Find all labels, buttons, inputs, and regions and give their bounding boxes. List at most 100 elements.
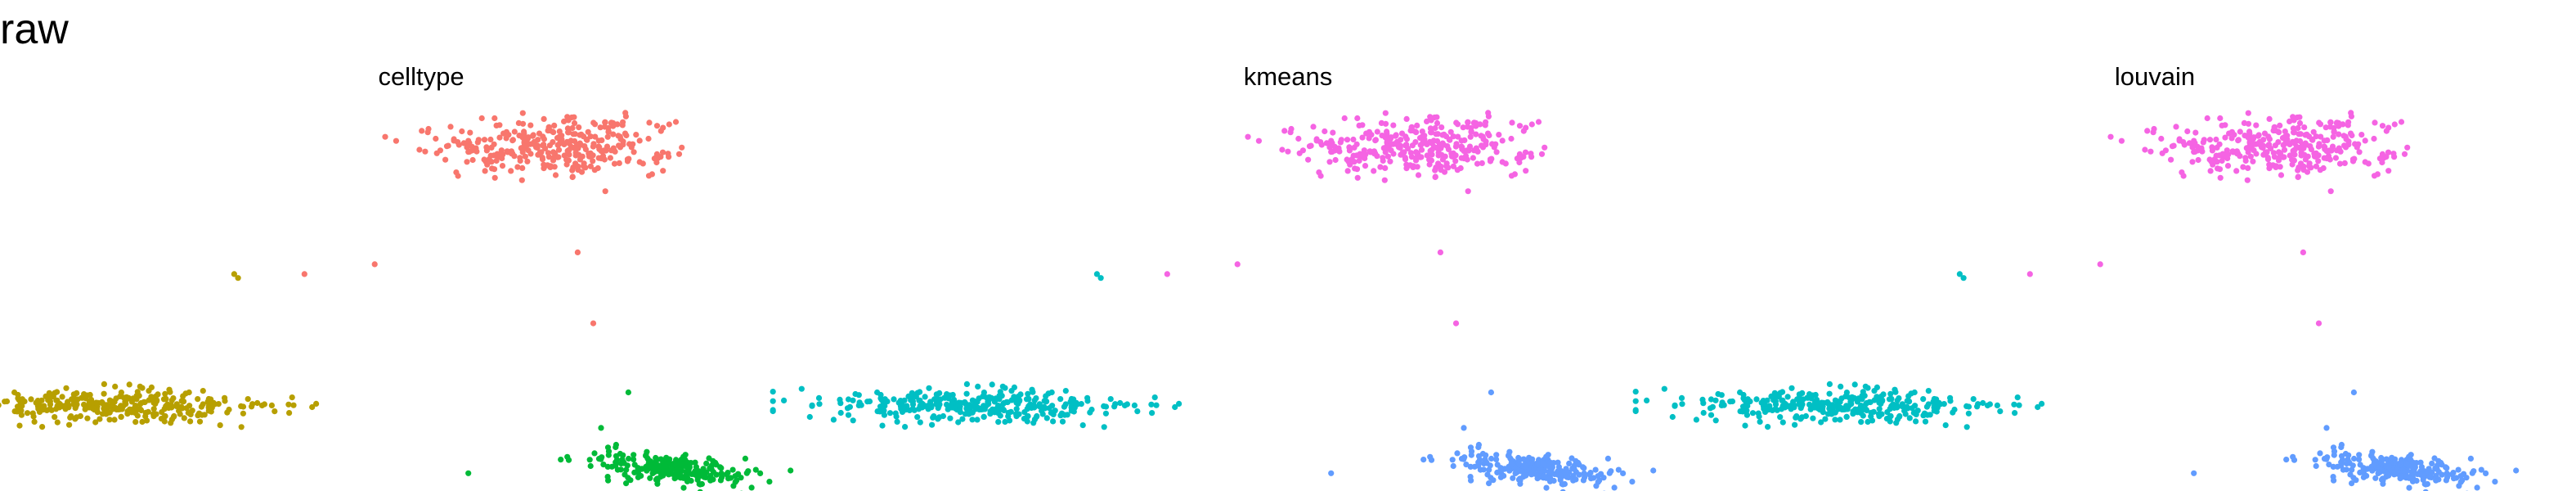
scatter-point bbox=[898, 406, 904, 412]
scatter-point bbox=[626, 141, 633, 147]
scatter-point bbox=[914, 414, 921, 421]
scatter-point bbox=[290, 402, 297, 408]
scatter-point bbox=[465, 149, 472, 155]
scatter-point bbox=[625, 475, 631, 481]
scatter-point bbox=[1546, 464, 1553, 471]
scatter-point bbox=[569, 173, 576, 181]
scatter-point bbox=[577, 156, 584, 163]
scatter-point bbox=[1771, 390, 1778, 396]
scatter-point bbox=[1650, 467, 1657, 474]
cluster-3-points bbox=[558, 441, 794, 491]
cluster-2-points bbox=[0, 381, 320, 430]
scatter-point bbox=[944, 401, 950, 408]
scatter-point bbox=[1488, 475, 1494, 481]
scatter-point bbox=[534, 142, 541, 149]
scatter-point bbox=[453, 169, 460, 176]
scatter-point bbox=[2315, 143, 2322, 150]
scatter-point bbox=[173, 403, 180, 409]
scatter-point bbox=[1516, 151, 1523, 157]
scatter-point bbox=[614, 466, 622, 473]
scatter-point bbox=[949, 400, 956, 407]
scatter-point bbox=[189, 408, 195, 414]
scatter-point bbox=[1604, 455, 1611, 462]
scatter-point bbox=[1279, 146, 1286, 153]
scatter-point bbox=[117, 393, 123, 399]
scatter-point bbox=[460, 140, 467, 146]
scatter-point bbox=[2342, 133, 2349, 140]
scatter-point bbox=[1535, 473, 1542, 480]
scatter-point bbox=[1506, 453, 1512, 459]
scatter-point bbox=[2244, 177, 2251, 183]
scatter-point bbox=[1749, 410, 1757, 417]
scatter-point bbox=[1332, 156, 1339, 164]
scatter-point bbox=[592, 133, 599, 140]
scatter-point bbox=[1476, 457, 1483, 463]
scatter-point bbox=[2357, 462, 2363, 468]
scatter-point bbox=[2217, 174, 2224, 181]
scatter-point bbox=[564, 453, 571, 460]
scatter-point bbox=[2245, 120, 2252, 127]
scatter-point bbox=[2313, 163, 2319, 169]
scatter-point bbox=[653, 159, 660, 166]
scatter-point bbox=[47, 401, 54, 408]
scatter-point bbox=[101, 402, 107, 409]
scatter-point bbox=[2247, 153, 2254, 160]
scatter-point bbox=[1427, 125, 1434, 132]
scatter-point bbox=[2380, 480, 2386, 487]
scatter-point-outlier bbox=[465, 470, 472, 476]
scatter-point bbox=[1712, 397, 1719, 403]
scatter-point bbox=[1837, 417, 1843, 423]
scatter-point bbox=[1013, 406, 1020, 412]
scatter-point bbox=[1344, 168, 1351, 174]
scatter-point bbox=[536, 149, 543, 156]
scatter-point bbox=[636, 159, 643, 165]
scatter-point bbox=[1496, 132, 1502, 138]
scatter-point bbox=[725, 475, 732, 482]
scatter-point bbox=[684, 469, 691, 476]
scatter-point bbox=[622, 110, 629, 116]
scatter-point bbox=[631, 456, 637, 462]
scatter-point bbox=[1812, 400, 1819, 407]
scatter-point bbox=[509, 151, 515, 157]
scatter-point bbox=[30, 413, 37, 420]
scatter-point bbox=[1432, 167, 1438, 173]
scatter-point bbox=[38, 397, 45, 403]
scatter-point bbox=[2308, 146, 2314, 153]
scatter-point bbox=[806, 413, 813, 421]
scatter-point bbox=[2429, 460, 2435, 466]
scatter-point bbox=[2176, 136, 2183, 142]
scatter-point bbox=[1850, 411, 1856, 417]
scatter-point bbox=[1465, 188, 1471, 195]
scatter-point bbox=[2016, 402, 2022, 408]
scatter-point bbox=[1860, 412, 1866, 419]
scatter-point bbox=[707, 472, 714, 480]
scatter-point bbox=[2385, 149, 2392, 155]
panel-title-kmeans: kmeans bbox=[1243, 62, 1333, 91]
scatter-point bbox=[1739, 408, 1746, 415]
scatter-point bbox=[2317, 121, 2324, 128]
scatter-point bbox=[936, 403, 942, 409]
scatter-point bbox=[540, 142, 546, 149]
scatter-point bbox=[1359, 134, 1366, 141]
scatter-point bbox=[505, 132, 512, 138]
scatter-point bbox=[1402, 156, 1409, 163]
scatter-point bbox=[2356, 149, 2363, 155]
scatter-point bbox=[2385, 124, 2392, 131]
scatter-point bbox=[487, 152, 494, 159]
scatter-point bbox=[1372, 137, 1379, 144]
scatter-point bbox=[40, 407, 47, 413]
scatter-point bbox=[1306, 143, 1313, 150]
scatter-point bbox=[1050, 418, 1057, 425]
scatter-point bbox=[1387, 158, 1393, 164]
scatter-point bbox=[2362, 137, 2368, 144]
scatter-point bbox=[1486, 466, 1492, 473]
scatter-point-outlier bbox=[1234, 261, 1241, 268]
scatter-point bbox=[1570, 477, 1577, 484]
scatter-point bbox=[893, 413, 900, 420]
scatter-point bbox=[1824, 411, 1832, 417]
scatter-point bbox=[2290, 453, 2296, 460]
scatter-point bbox=[631, 149, 637, 155]
scatter-point bbox=[1581, 470, 1587, 476]
scatter-point bbox=[1326, 159, 1333, 165]
scatter-point bbox=[1708, 412, 1715, 418]
